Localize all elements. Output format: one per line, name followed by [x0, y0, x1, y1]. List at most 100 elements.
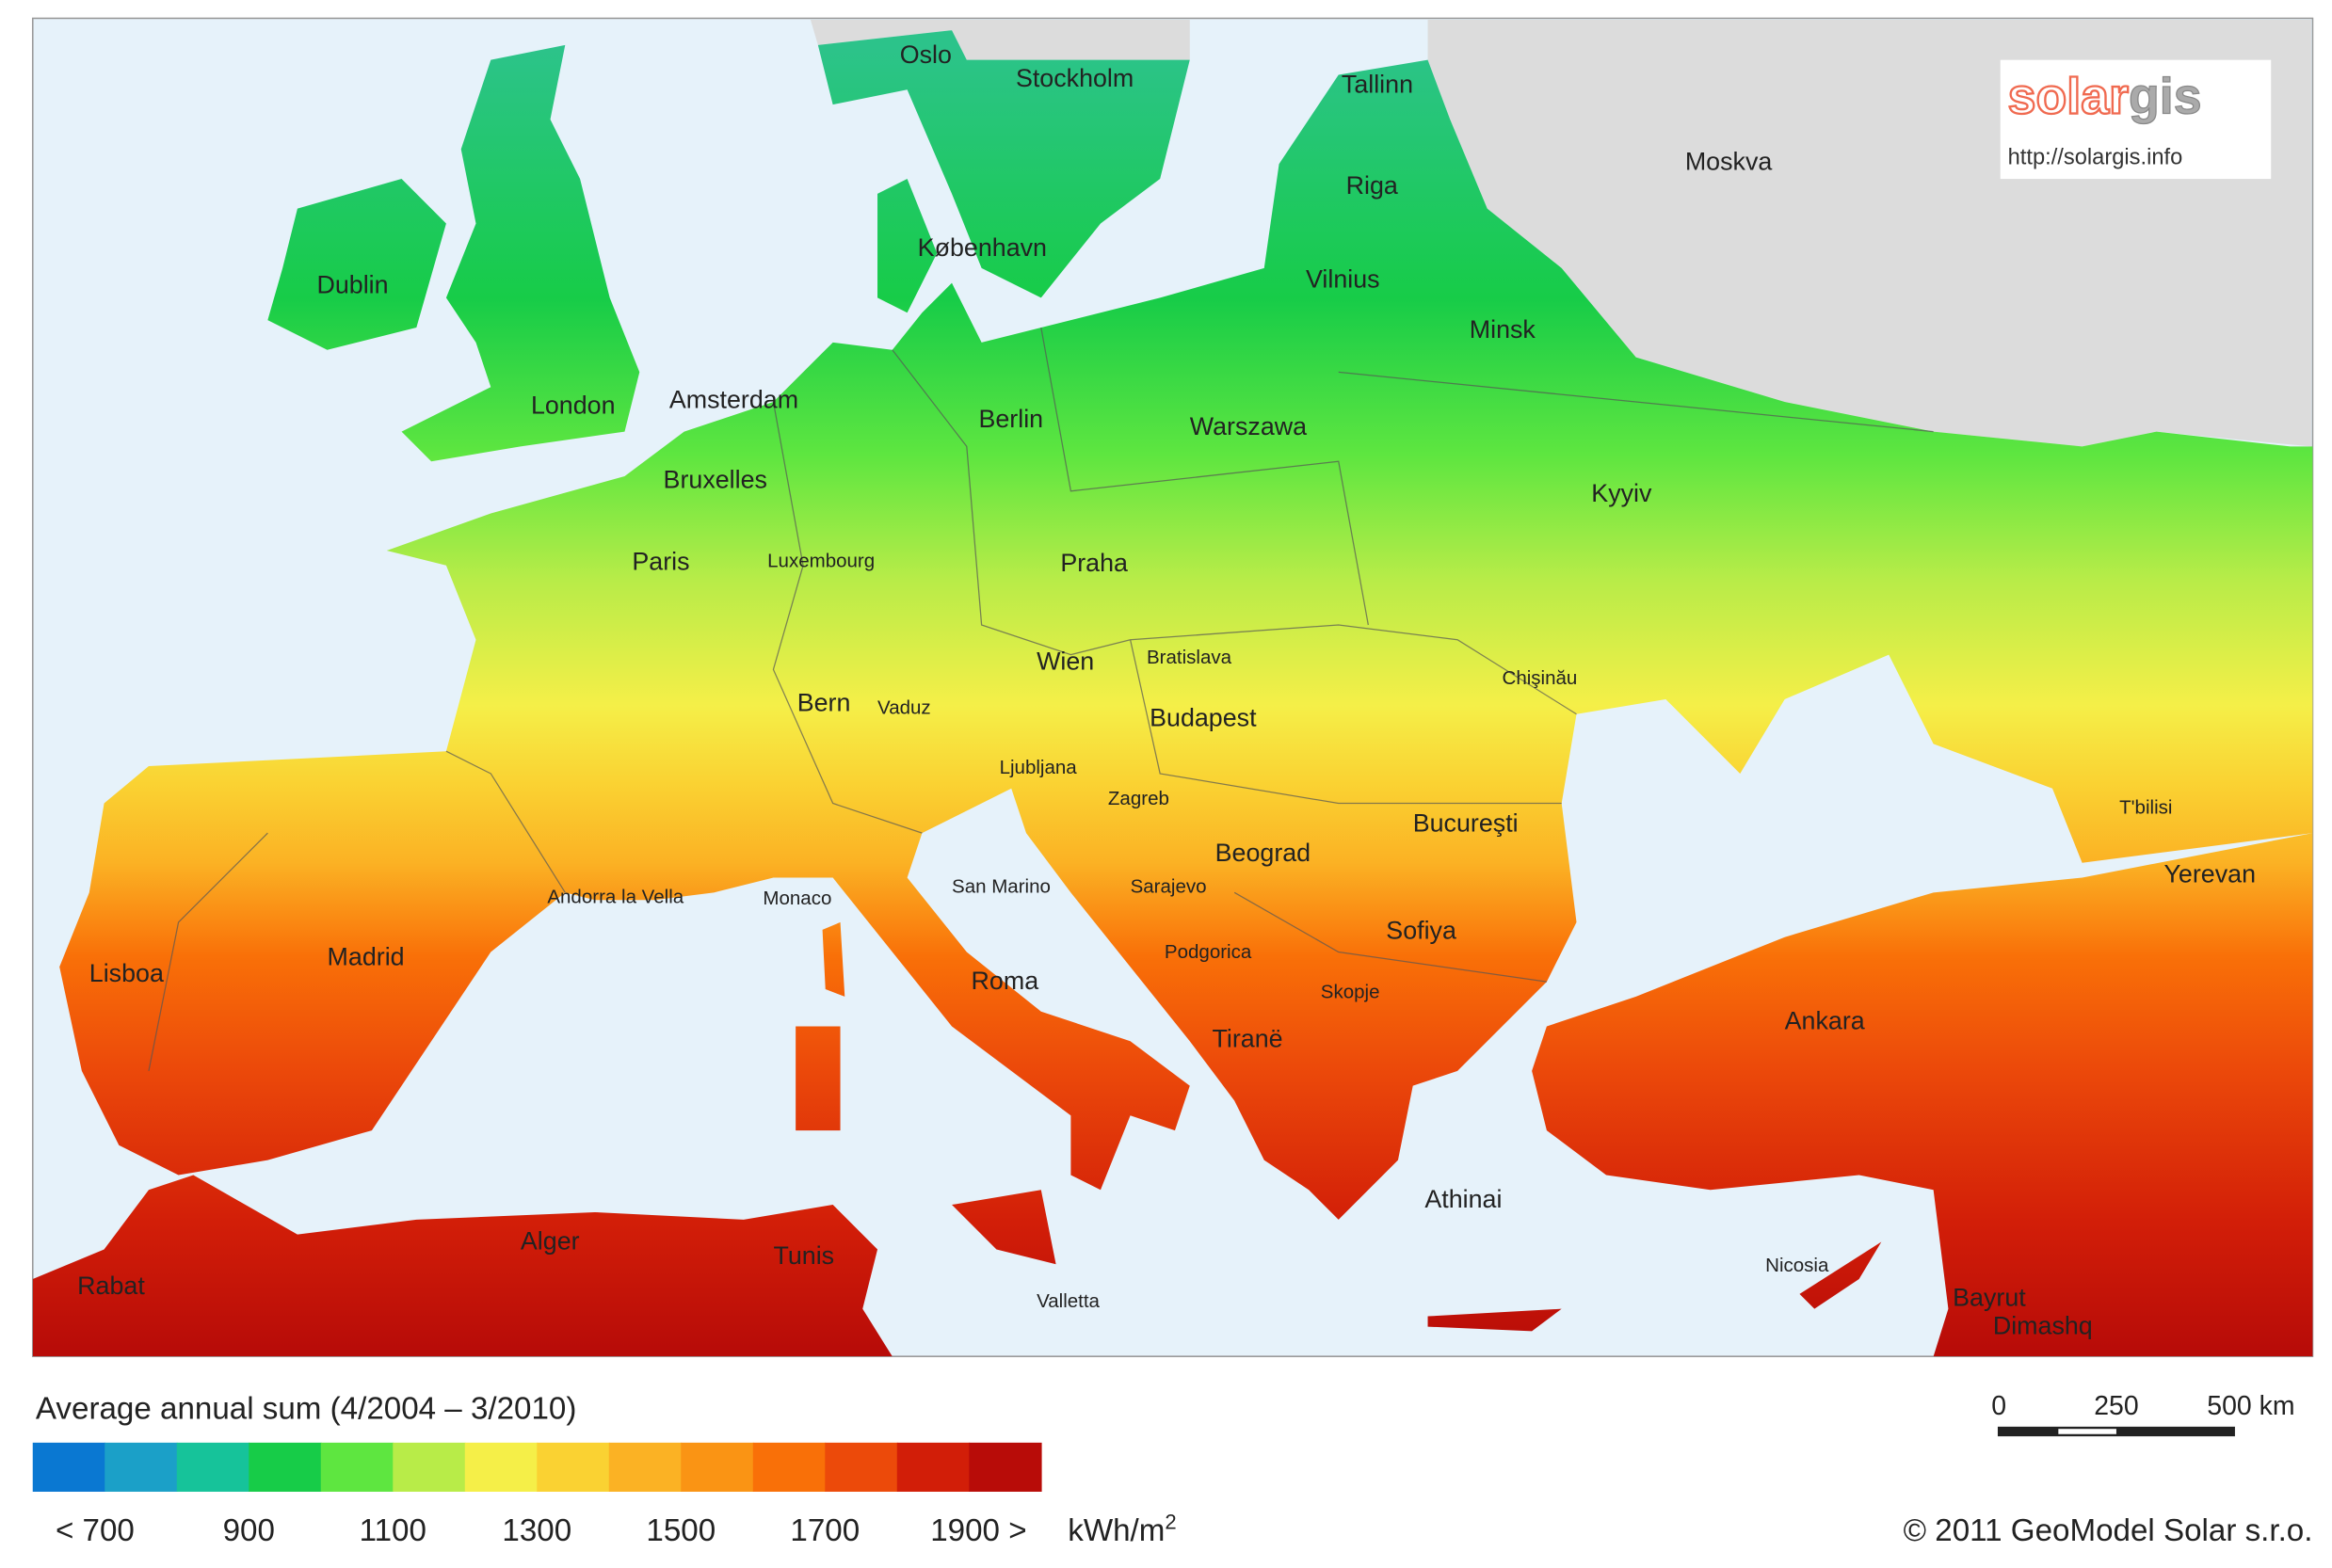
city-label: Amsterdam [669, 385, 798, 413]
logo: solargis http://solargis.info [2000, 59, 2272, 180]
city-label: Tallinn [1342, 70, 1413, 98]
city-label: Tunis [773, 1241, 834, 1270]
city-label: Dimashq [1993, 1311, 2093, 1339]
city-label: Bruxelles [664, 466, 767, 494]
city-label: Andorra la Vella [547, 886, 684, 907]
city-label: Warszawa [1190, 412, 1307, 440]
city-label: Bratislava [1147, 647, 1232, 668]
legend-tick-label: 1900 > [930, 1513, 1026, 1548]
land-outside [810, 20, 1190, 60]
legend-swatch [464, 1442, 539, 1492]
border [445, 750, 566, 893]
city-label: Rabat [77, 1272, 145, 1300]
legend-title: Average annual sum (4/2004 – 3/2010) [36, 1392, 577, 1427]
legend-bar [32, 1442, 1042, 1492]
city-labels: Oslo Stockholm Tallinn Moskva Riga Dublin Købe… [77, 40, 2256, 1340]
unit-text: kWh/m [1068, 1513, 1165, 1548]
city-label: Podgorica [1165, 941, 1252, 963]
unit-sup: 2 [1165, 1510, 1176, 1533]
city-label: San Marino [952, 875, 1051, 897]
logo-url: http://solargis.info [2008, 145, 2183, 169]
legend-tick-label: < 700 [56, 1513, 135, 1548]
legend-tick-label: 1500 [646, 1513, 716, 1548]
border [772, 401, 923, 834]
city-label: Chişinău [1503, 667, 1578, 689]
scale-label: 0 [1991, 1391, 2006, 1421]
city-label: Budapest [1150, 703, 1257, 731]
city-label: Wien [1037, 647, 1094, 675]
city-label: Tiranë [1212, 1025, 1282, 1053]
city-label: Minsk [1470, 315, 1536, 344]
legend-unit: kWh/m2 [1068, 1510, 1176, 1548]
border [1338, 371, 1934, 433]
scale-bar: 0 250 500 km [1991, 1391, 2295, 1437]
city-label: Moskva [1685, 148, 1773, 176]
legend-tick-label: 1700 [790, 1513, 860, 1548]
city-label: Paris [632, 548, 689, 576]
legend-tick-label: 900 [223, 1513, 275, 1548]
legend-swatch [32, 1442, 106, 1492]
logo-box [2000, 59, 2272, 180]
scale-label: 250 [2094, 1391, 2138, 1421]
border [148, 832, 268, 1072]
city-label: Kyyiv [1591, 479, 1652, 507]
city-label: Yerevan [2163, 859, 2256, 888]
city-label: Monaco [763, 888, 831, 909]
city-label: Roma [972, 967, 1039, 995]
legend-swatch [681, 1442, 754, 1492]
scale-label: 500 km [2207, 1391, 2294, 1421]
city-label: Nicosia [1765, 1255, 1829, 1276]
city-label: Beograd [1215, 839, 1311, 867]
scale-bar-seg [1999, 1428, 2059, 1435]
city-label: Zagreb [1108, 788, 1169, 809]
city-label: Bucureşti [1413, 809, 1519, 838]
city-label: Athinai [1424, 1185, 1502, 1213]
city-label: Ljubljana [1000, 757, 1078, 778]
legend-swatch [608, 1442, 683, 1492]
logo-solar: solar [2008, 69, 2129, 125]
legend-swatch [176, 1442, 250, 1492]
city-label: Ankara [1785, 1007, 1865, 1035]
city-label: Berlin [978, 405, 1043, 433]
city-label: Vaduz [877, 697, 931, 719]
city-label: Bern [797, 689, 851, 717]
copyright: © 2011 GeoModel Solar s.r.o. [1904, 1513, 2313, 1548]
border [1040, 327, 1369, 626]
legend-swatch [896, 1442, 971, 1492]
legend-swatch [537, 1442, 610, 1492]
logo-text: solargis [2008, 69, 2202, 125]
city-label: Alger [521, 1226, 580, 1255]
city-label: London [531, 392, 616, 420]
city-label: Luxembourg [767, 550, 875, 571]
city-label: Sarajevo [1131, 875, 1207, 897]
scale-bar-seg [2115, 1428, 2234, 1435]
legend-swatch [969, 1442, 1042, 1492]
legend-swatch [825, 1442, 898, 1492]
legend-swatch [105, 1442, 178, 1492]
legend-swatch [249, 1442, 322, 1492]
city-label: Dublin [316, 271, 388, 299]
legend-ticks: < 700 900 1100 1300 1500 1700 1900 > [56, 1513, 1027, 1548]
city-label: Sofiya [1386, 916, 1456, 944]
city-label: Vilnius [1306, 264, 1380, 293]
city-label: Riga [1346, 171, 1398, 200]
logo-gis: gis [2129, 69, 2202, 125]
city-label: Oslo [900, 40, 952, 69]
city-label: T'bilisi [2119, 797, 2172, 819]
city-label: Valletta [1037, 1290, 1100, 1312]
city-label: Bayrut [1953, 1283, 2026, 1311]
city-label: Madrid [328, 943, 405, 971]
legend-tick-label: 1100 [360, 1513, 426, 1548]
border [1129, 639, 1562, 805]
legend-swatch [752, 1442, 827, 1492]
legend-swatch [393, 1442, 466, 1492]
city-label: Praha [1060, 549, 1128, 577]
city-label: Skopje [1321, 981, 1380, 1002]
city-label: Lisboa [89, 959, 164, 987]
borders [148, 327, 1934, 1072]
border [1233, 891, 1547, 983]
legend-swatch [320, 1442, 394, 1492]
legend-tick-label: 1300 [502, 1513, 571, 1548]
